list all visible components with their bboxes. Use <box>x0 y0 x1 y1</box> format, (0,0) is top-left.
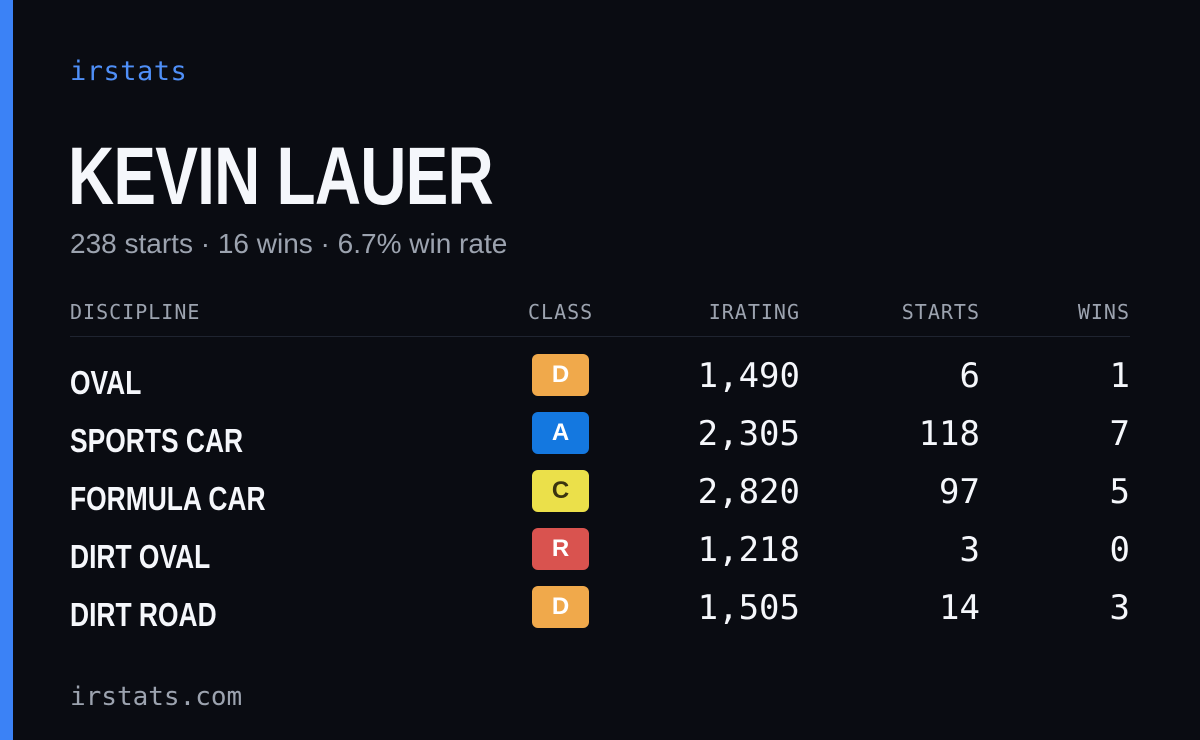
wins-value: 0 <box>1109 530 1130 570</box>
irating-value: 2,820 <box>697 472 800 512</box>
table-row: DIRT OVAL R 1,218 3 0 <box>70 528 1130 586</box>
irating-value: 1,218 <box>697 530 800 570</box>
discipline-name: SPORTS CAR <box>70 422 244 459</box>
discipline-name: DIRT ROAD <box>70 596 217 633</box>
table-row: FORMULA CAR C 2,820 97 5 <box>70 470 1130 528</box>
starts-value: 118 <box>918 414 980 454</box>
accent-bar <box>0 0 13 740</box>
starts-value: 6 <box>959 356 980 396</box>
starts-value: 3 <box>959 530 980 570</box>
wins-value: 3 <box>1109 588 1130 628</box>
discipline-name: DIRT OVAL <box>70 538 211 575</box>
irating-value: 1,490 <box>697 356 800 396</box>
table-row: DIRT ROAD D 1,505 14 3 <box>70 586 1130 644</box>
wins-value: 7 <box>1109 414 1130 454</box>
class-badge: D <box>532 354 589 396</box>
brand-logo: irstats <box>70 56 188 87</box>
starts-value: 97 <box>939 472 980 512</box>
driver-name: KEVIN LAUER <box>68 131 494 222</box>
header-wins: WINS <box>1077 300 1130 324</box>
starts-value: 14 <box>939 588 980 628</box>
header-irating: IRATING <box>708 300 800 324</box>
wins-value: 5 <box>1109 472 1130 512</box>
class-badge: A <box>532 412 589 454</box>
driver-summary: 238 starts · 16 wins · 6.7% win rate <box>70 228 508 259</box>
class-badge: D <box>532 586 589 628</box>
class-badge: R <box>532 528 589 570</box>
footer-url: irstats.com <box>70 682 243 712</box>
irating-value: 2,305 <box>697 414 800 454</box>
table-row: OVAL D 1,490 6 1 <box>70 354 1130 412</box>
header-class: CLASS <box>528 300 594 324</box>
header-starts: STARTS <box>901 300 980 324</box>
discipline-name: OVAL <box>70 364 142 401</box>
class-badge: C <box>532 470 589 512</box>
irating-value: 1,505 <box>697 588 800 628</box>
table-header: DISCIPLINE CLASS IRATING STARTS WINS <box>70 300 1130 337</box>
header-discipline: DISCIPLINE <box>70 300 201 324</box>
wins-value: 1 <box>1109 356 1130 396</box>
table-row: SPORTS CAR A 2,305 118 7 <box>70 412 1130 470</box>
discipline-name: FORMULA CAR <box>70 480 266 517</box>
